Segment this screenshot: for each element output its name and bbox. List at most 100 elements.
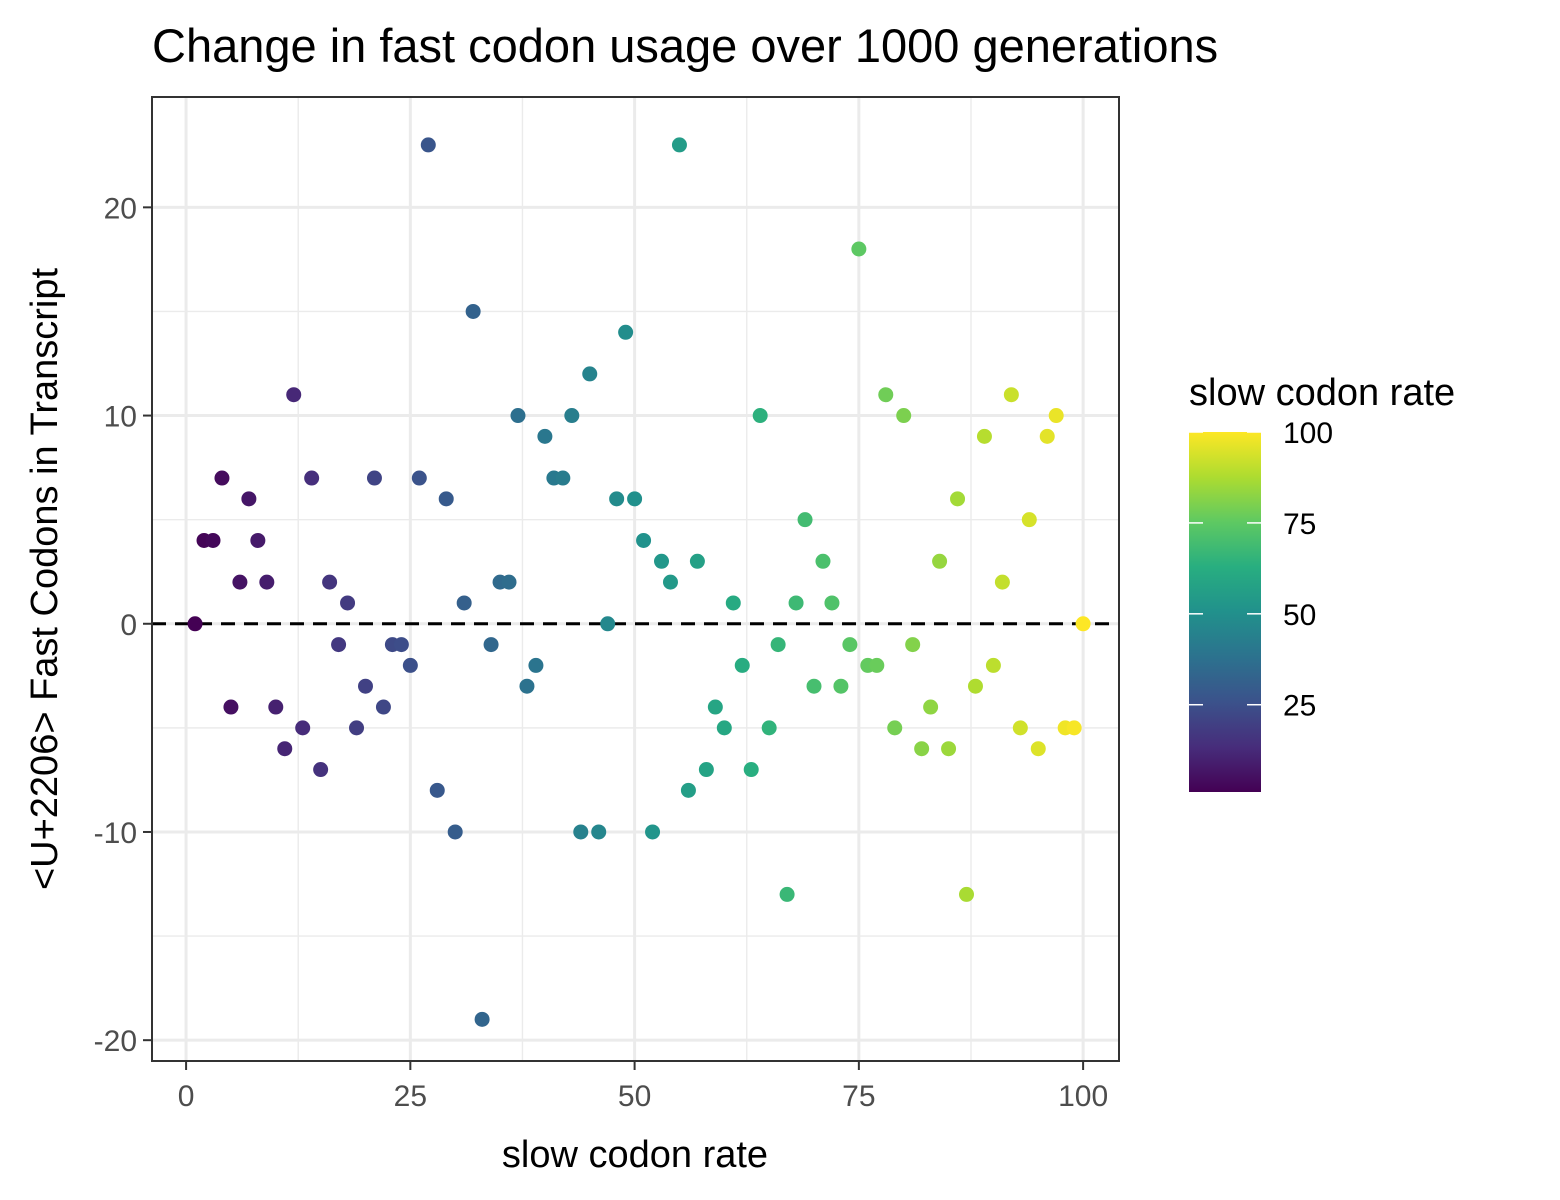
data-point: [941, 741, 957, 757]
data-point: [716, 720, 732, 736]
data-point: [393, 637, 409, 653]
data-point: [573, 824, 589, 840]
data-point: [304, 470, 320, 486]
data-point: [483, 637, 499, 653]
x-tick-label: 50: [618, 1080, 651, 1113]
data-point: [286, 387, 302, 403]
data-point: [824, 595, 840, 611]
data-point: [707, 699, 723, 715]
data-point: [600, 616, 616, 632]
y-tick-label: 10: [104, 401, 137, 434]
data-point: [1048, 408, 1064, 424]
data-point: [1030, 741, 1046, 757]
data-point: [618, 324, 634, 340]
y-axis-label: <U+2206> Fast Codons in Transcript: [24, 268, 66, 891]
data-point: [932, 553, 948, 569]
data-point: [959, 886, 975, 902]
legend-tick-label: 75: [1283, 508, 1316, 541]
data-point: [187, 616, 203, 632]
data-point: [564, 408, 580, 424]
data-point: [1039, 428, 1055, 444]
legend-title: slow codon rate: [1189, 372, 1455, 414]
data-points: [187, 137, 1091, 1027]
data-point: [770, 637, 786, 653]
x-tick-label: 0: [178, 1080, 195, 1113]
x-tick-label: 75: [842, 1080, 875, 1113]
data-point: [322, 574, 338, 590]
data-point: [349, 720, 365, 736]
data-point: [591, 824, 607, 840]
data-point: [1003, 387, 1019, 403]
x-tick-label: 100: [1058, 1080, 1108, 1113]
y-tick-label: 0: [120, 609, 137, 642]
data-point: [555, 470, 571, 486]
chart-title: Change in fast codon usage over 1000 gen…: [152, 19, 1218, 72]
data-point: [447, 824, 463, 840]
data-point: [582, 366, 598, 382]
data-point: [1066, 720, 1082, 736]
data-point: [474, 1011, 490, 1027]
data-point: [923, 699, 939, 715]
x-axis: 0 25 50 75 100: [178, 1061, 1108, 1113]
data-point: [914, 741, 930, 757]
y-tick-label: 20: [104, 192, 137, 225]
data-point: [420, 137, 436, 153]
data-point: [214, 470, 230, 486]
data-point: [662, 574, 678, 590]
data-point: [905, 637, 921, 653]
data-point: [1021, 512, 1037, 528]
data-point: [528, 657, 544, 673]
data-point: [1012, 720, 1028, 736]
data-point: [331, 637, 347, 653]
data-point: [645, 824, 661, 840]
y-tick-label: -10: [94, 817, 137, 850]
data-point: [985, 657, 1001, 673]
data-point: [366, 470, 382, 486]
legend-colorbar: [1189, 432, 1261, 792]
data-point: [259, 574, 275, 590]
data-point: [752, 408, 768, 424]
data-point: [815, 553, 831, 569]
data-point: [887, 720, 903, 736]
data-point: [743, 762, 759, 778]
data-point: [340, 595, 356, 611]
data-point: [654, 553, 670, 569]
data-point: [313, 762, 329, 778]
data-point: [950, 491, 966, 507]
data-point: [842, 637, 858, 653]
data-point: [797, 512, 813, 528]
legend-ticks: 25 50 75 100: [1189, 417, 1333, 723]
data-point: [537, 428, 553, 444]
data-point: [869, 657, 885, 673]
data-point: [411, 470, 427, 486]
data-point: [967, 678, 983, 694]
data-point: [627, 491, 643, 507]
data-point: [976, 428, 992, 444]
data-point: [734, 657, 750, 673]
data-point: [241, 491, 257, 507]
data-point: [501, 574, 517, 590]
x-axis-label: slow codon rate: [502, 1134, 768, 1176]
data-point: [205, 532, 221, 548]
data-point: [806, 678, 822, 694]
data-point: [268, 699, 284, 715]
legend-tick-label: 100: [1283, 417, 1333, 450]
data-point: [295, 720, 311, 736]
data-point: [438, 491, 454, 507]
data-point: [896, 408, 912, 424]
data-point: [465, 303, 481, 319]
data-point: [250, 532, 266, 548]
data-point: [761, 720, 777, 736]
data-point: [671, 137, 687, 153]
color-legend: slow codon rate 25 50 75 100: [1189, 372, 1455, 792]
data-point: [223, 699, 239, 715]
data-point: [357, 678, 373, 694]
data-point: [277, 741, 293, 757]
legend-tick-label: 50: [1283, 599, 1316, 632]
data-point: [375, 699, 391, 715]
y-axis: -20 -10 0 10 20: [94, 192, 152, 1058]
data-point: [519, 678, 535, 694]
data-point: [788, 595, 804, 611]
data-point: [851, 241, 867, 257]
